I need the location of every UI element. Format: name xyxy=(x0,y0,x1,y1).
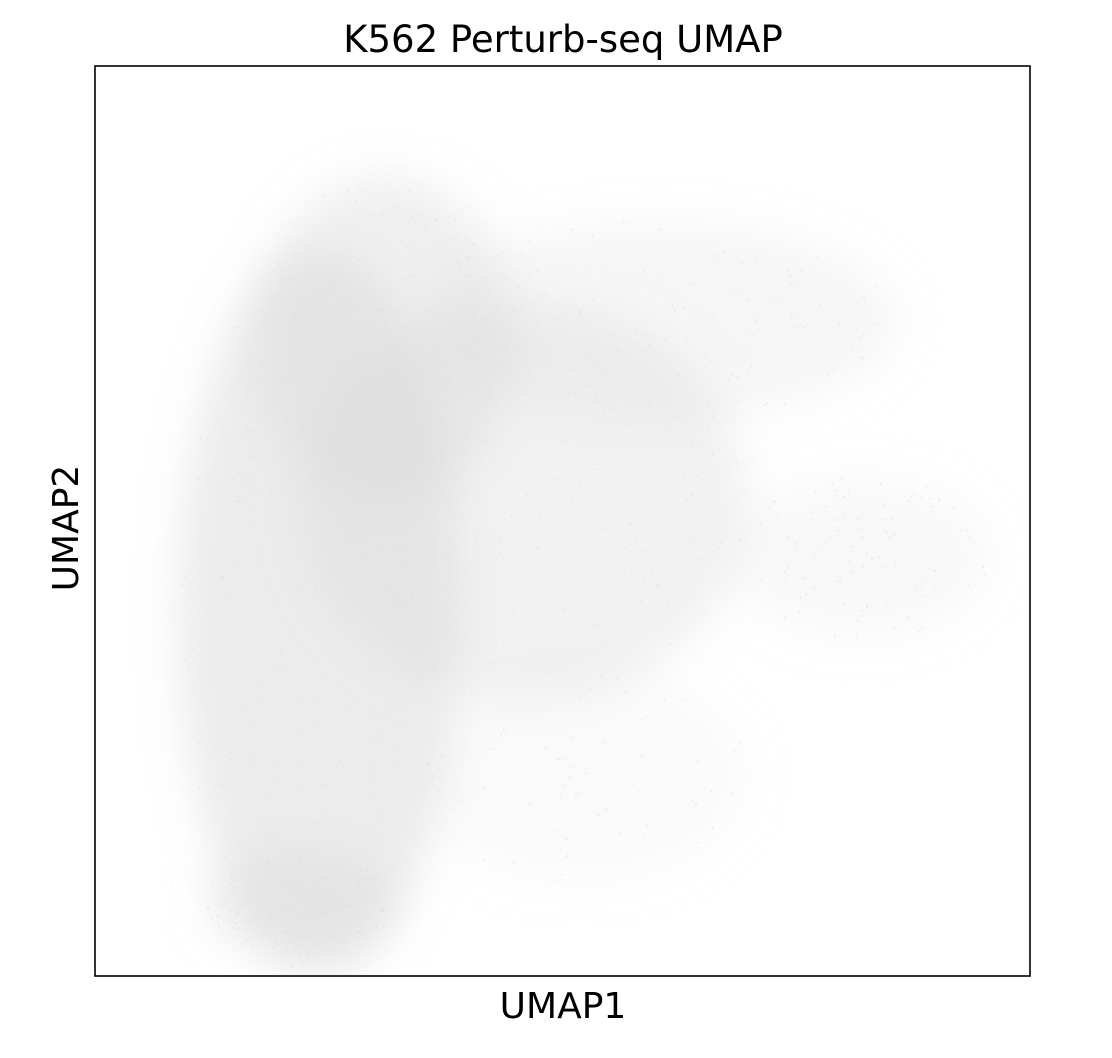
chart-title: K562 Perturb-seq UMAP xyxy=(343,18,783,61)
noise-overlay xyxy=(95,66,1030,976)
y-axis-label: UMAP2 xyxy=(46,465,87,592)
plot-frame xyxy=(94,65,1031,977)
x-axis-label: UMAP1 xyxy=(500,986,627,1027)
plot-area xyxy=(95,66,1030,976)
